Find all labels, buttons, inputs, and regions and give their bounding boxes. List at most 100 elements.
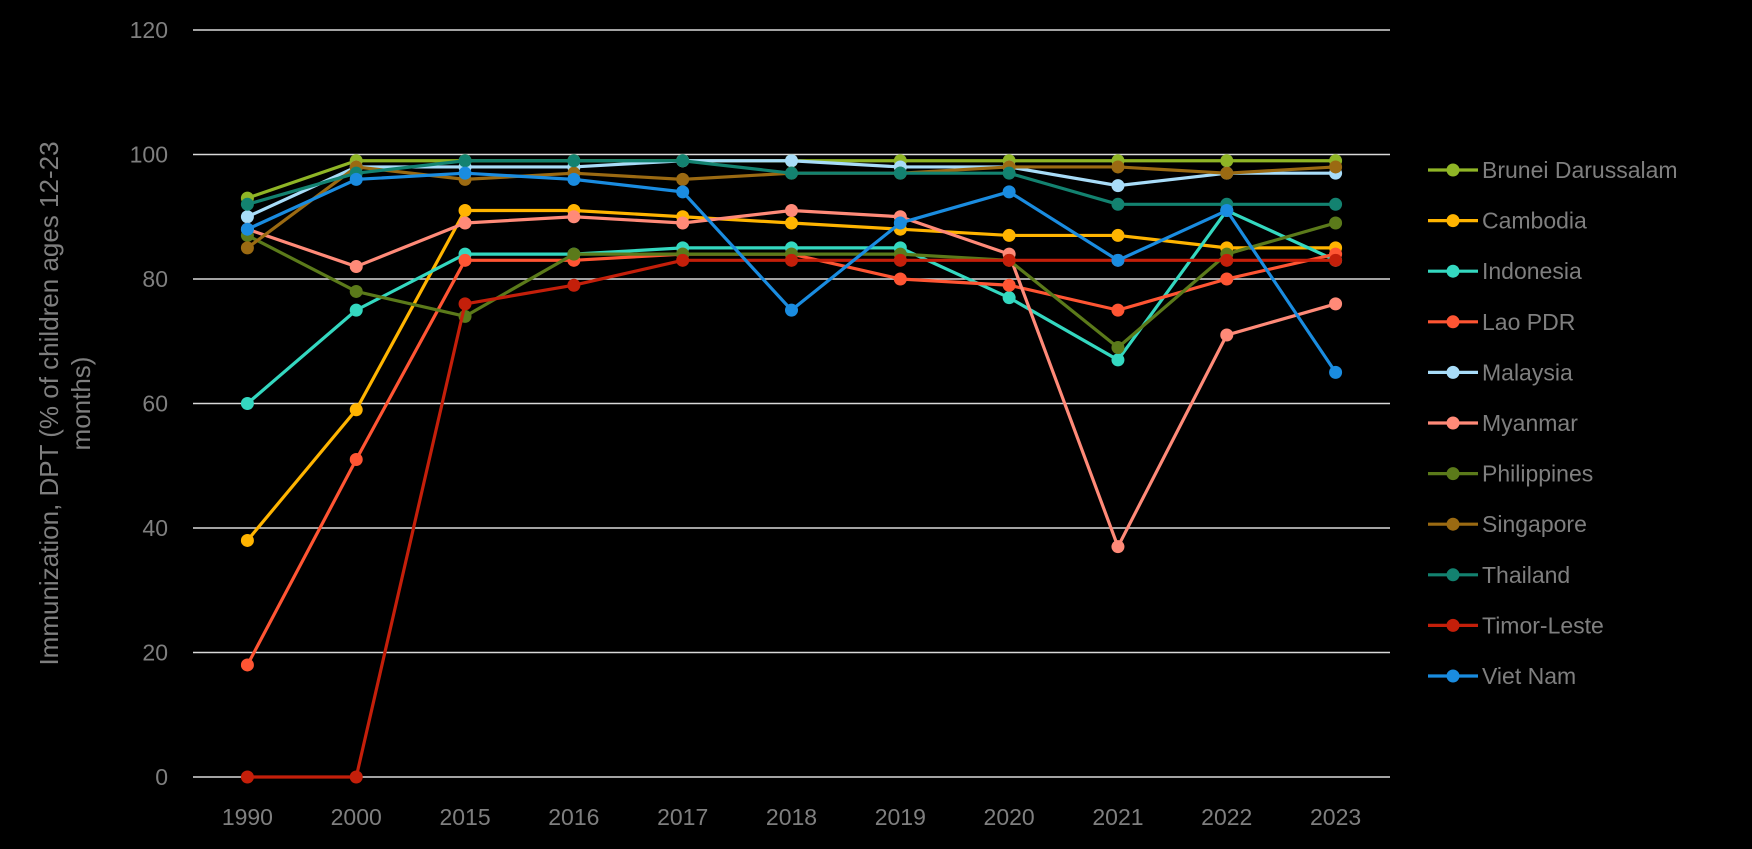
data-point-viet-nam-1990 [240, 222, 254, 236]
data-point-timor-leste-2019 [893, 253, 907, 267]
x-tick-label-2019: 2019 [875, 804, 926, 830]
legend-marker-lao-pdr [1446, 315, 1460, 329]
gridlines [193, 29, 1390, 778]
data-point-thailand-2021 [1111, 197, 1125, 211]
data-point-indonesia-2000 [349, 303, 363, 317]
legend-marker-thailand [1446, 568, 1460, 582]
data-point-viet-nam-2023 [1329, 365, 1343, 379]
data-point-timor-leste-2000 [349, 770, 363, 784]
x-tick-label-2000: 2000 [331, 804, 382, 830]
data-point-viet-nam-2017 [676, 185, 690, 199]
data-point-myanmar-2022 [1220, 328, 1234, 342]
data-point-singapore-2022 [1220, 166, 1234, 180]
x-tick-label-2022: 2022 [1201, 804, 1252, 830]
data-point-timor-leste-2016 [567, 278, 581, 292]
legend-label-singapore: Singapore [1482, 511, 1587, 537]
data-point-viet-nam-2022 [1220, 204, 1234, 218]
data-point-philippines-2023 [1329, 216, 1343, 230]
data-point-thailand-2018 [785, 166, 798, 180]
legend-marker-timor-leste [1446, 618, 1460, 632]
legend-marker-singapore [1446, 517, 1460, 531]
y-tick-label-0: 0 [155, 764, 168, 790]
data-point-cambodia-2021 [1111, 228, 1125, 242]
data-point-malaysia-2021 [1111, 179, 1125, 193]
legend-marker-indonesia [1446, 264, 1460, 278]
data-point-lao-pdr-2022 [1220, 272, 1234, 286]
legend-item-thailand: Thailand [1428, 562, 1570, 588]
y-tick-label-40: 40 [142, 515, 168, 541]
series-myanmar [240, 204, 1343, 554]
data-point-thailand-2015 [458, 154, 472, 168]
series-viet-nam [240, 166, 1343, 379]
data-point-thailand-2023 [1329, 197, 1343, 211]
legend: Brunei Darussalam Cambodia Indonesia Lao PD… [1428, 157, 1678, 689]
data-point-lao-pdr-2021 [1111, 303, 1125, 317]
legend-label-thailand: Thailand [1482, 562, 1570, 588]
data-point-timor-leste-2022 [1220, 253, 1234, 267]
data-point-cambodia-2015 [458, 204, 472, 218]
data-point-thailand-1990 [240, 197, 254, 211]
data-point-myanmar-2000 [349, 260, 363, 274]
legend-marker-viet-nam [1446, 669, 1460, 683]
y-axis-ticks: 0 20 40 60 80 100 120 [130, 17, 168, 790]
data-point-viet-nam-2018 [785, 303, 798, 317]
legend-marker-malaysia [1446, 365, 1460, 379]
data-point-lao-pdr-1990 [240, 658, 254, 672]
legend-item-malaysia: Malaysia [1428, 359, 1573, 385]
legend-item-cambodia: Cambodia [1428, 208, 1587, 234]
legend-marker-myanmar [1446, 416, 1460, 430]
data-point-timor-leste-1990 [240, 770, 254, 784]
x-tick-label-2015: 2015 [439, 804, 490, 830]
data-point-timor-leste-2015 [458, 297, 472, 311]
x-tick-label-2016: 2016 [548, 804, 599, 830]
legend-label-viet-nam: Viet Nam [1482, 663, 1576, 689]
data-point-indonesia-2020 [1002, 291, 1016, 305]
x-tick-label-2020: 2020 [984, 804, 1035, 830]
data-point-lao-pdr-2000 [349, 453, 363, 467]
data-point-thailand-2016 [567, 154, 581, 168]
x-axis-ticks: 1990 2000 2015 2016 2017 2018 2019 2020 2021 2022… [222, 804, 1361, 830]
y-tick-label-100: 100 [130, 142, 168, 168]
data-point-singapore-2017 [676, 172, 690, 186]
legend-label-philippines: Philippines [1482, 461, 1593, 487]
data-point-viet-nam-2015 [458, 166, 472, 180]
legend-marker-philippines [1446, 467, 1460, 481]
legend-item-myanmar: Myanmar [1428, 410, 1578, 436]
data-point-lao-pdr-2020 [1002, 278, 1016, 292]
x-tick-label-2017: 2017 [657, 804, 708, 830]
legend-label-myanmar: Myanmar [1482, 410, 1578, 436]
x-tick-label-1990: 1990 [222, 804, 273, 830]
data-point-timor-leste-2020 [1002, 253, 1016, 267]
data-point-singapore-2021 [1111, 160, 1125, 174]
data-point-myanmar-2016 [567, 210, 581, 224]
data-point-myanmar-2015 [458, 216, 472, 230]
data-point-philippines-2016 [567, 247, 581, 261]
data-point-philippines-2000 [349, 284, 363, 298]
y-tick-label-60: 60 [142, 391, 168, 417]
legend-label-lao-pdr: Lao PDR [1482, 309, 1575, 335]
data-point-viet-nam-2020 [1002, 185, 1016, 199]
data-point-timor-leste-2018 [785, 253, 798, 267]
data-point-lao-pdr-2019 [893, 272, 907, 286]
data-point-singapore-2023 [1329, 160, 1343, 174]
data-point-lao-pdr-2015 [458, 253, 472, 267]
data-point-indonesia-1990 [240, 397, 254, 410]
data-point-myanmar-2023 [1329, 297, 1343, 311]
data-point-viet-nam-2000 [349, 172, 363, 186]
data-point-philippines-2021 [1111, 340, 1125, 354]
data-point-myanmar-2021 [1111, 540, 1125, 554]
data-point-myanmar-2018 [785, 204, 798, 218]
x-tick-label-2023: 2023 [1310, 804, 1361, 830]
y-tick-label-20: 20 [142, 640, 168, 666]
data-point-thailand-2017 [676, 154, 690, 168]
series-line-timor-leste [247, 258, 1336, 779]
data-point-cambodia-2018 [785, 216, 798, 230]
y-tick-label-120: 120 [130, 17, 168, 43]
data-point-malaysia-2018 [785, 154, 798, 168]
legend-label-cambodia: Cambodia [1482, 208, 1587, 234]
data-point-myanmar-2017 [676, 216, 690, 230]
legend-marker-cambodia [1446, 214, 1460, 228]
y-tick-label-80: 80 [142, 266, 168, 292]
